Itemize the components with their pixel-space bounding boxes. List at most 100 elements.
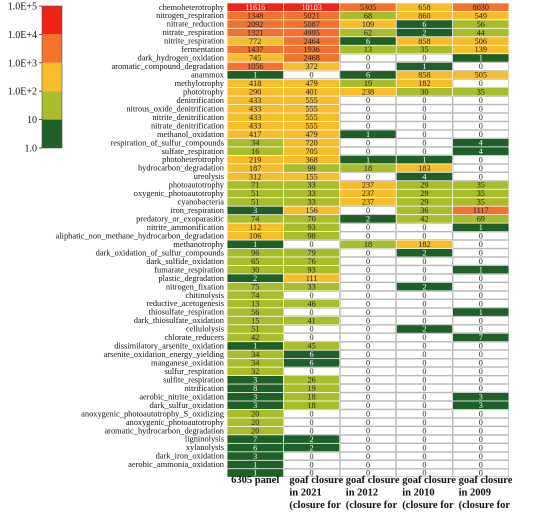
heatmap-cell (339, 341, 397, 351)
cell-value: 0 (422, 291, 426, 300)
row-label: dark_sulfur_oxidation (150, 401, 225, 410)
cell-value: 13 (364, 45, 372, 54)
cell-value: 0 (366, 105, 370, 114)
heatmap-cell (227, 164, 283, 172)
cell-value: 6 (422, 20, 426, 29)
heatmap-cell (283, 367, 340, 376)
cell-value: 0 (479, 257, 483, 266)
cell-value: 0 (422, 409, 426, 418)
row-label: xylanolysis (186, 443, 224, 452)
cell-value: 0 (310, 291, 314, 300)
cell-value: 0 (422, 443, 426, 452)
heatmap-cell (227, 96, 283, 105)
heatmap-cell (227, 121, 283, 130)
heatmap-cell (396, 130, 453, 139)
heatmap-cell (227, 426, 283, 435)
cell-value: 0 (479, 367, 483, 376)
heatmap-cell (339, 299, 397, 308)
cell-value: 0 (422, 401, 426, 410)
cell-value: 5305 (360, 3, 376, 12)
cell-value: 0 (366, 359, 370, 368)
heatmap-cell (452, 367, 509, 376)
cell-value: 29 (420, 198, 428, 207)
cell-value: 20 (251, 409, 259, 418)
heatmap-cell (396, 257, 453, 266)
heatmap-cell (453, 71, 509, 79)
heatmap-cell (339, 307, 397, 317)
legend-swatch (42, 91, 62, 120)
cell-value: 18 (364, 240, 372, 249)
row-label: anammox (191, 71, 225, 80)
heatmap-cell (283, 104, 340, 113)
heatmap-cell (283, 54, 340, 62)
heatmap-cell (283, 121, 340, 130)
heatmap-cell (396, 299, 453, 308)
cell-value: 238 (362, 88, 374, 97)
cell-value: 18 (364, 164, 372, 173)
cell-value: 0 (422, 452, 426, 461)
heatmap-cell (227, 274, 283, 283)
heatmap-cell (339, 443, 397, 452)
cell-value: 19 (364, 79, 372, 88)
heatmap-cell (283, 155, 340, 164)
heatmap-cell (227, 3, 283, 11)
cell-value: 0 (366, 460, 370, 469)
row-label: dark_oxidation_of_sulfur_compounds (96, 248, 224, 257)
heatmap-cell (453, 45, 509, 54)
row-label: dark_iron_oxidation (156, 452, 225, 461)
heatmap-cell (227, 392, 283, 401)
heatmap-cell (283, 172, 340, 181)
cell-value: 33 (308, 189, 316, 198)
cell-value: 98 (308, 232, 316, 241)
heatmap-cell (396, 198, 453, 206)
heatmap-cell (227, 418, 283, 426)
heatmap-cell (453, 215, 509, 223)
heatmap-cell (227, 138, 283, 147)
row-label: dark_sulfide_oxidation (146, 257, 224, 266)
row-label: nitrate_respiration (163, 28, 225, 37)
cell-value: 16 (251, 147, 259, 156)
cell-value: 858 (418, 37, 430, 46)
cell-value: 555 (305, 105, 317, 114)
cell-value: 1 (479, 54, 483, 63)
cell-value: 3 (253, 392, 257, 401)
cell-value: 0 (422, 232, 426, 241)
heatmap-cell (453, 206, 509, 215)
cell-value: 3 (253, 452, 257, 461)
cell-value: 18 (308, 392, 316, 401)
cell-value: 0 (310, 409, 314, 418)
cell-value: 0 (310, 367, 314, 376)
heatmap-cell (452, 62, 509, 71)
heatmap-cell (339, 451, 397, 461)
heatmap-cell (227, 384, 283, 393)
cell-value: 0 (479, 274, 483, 283)
heatmap-cell (339, 409, 397, 418)
heatmap-cell (396, 62, 453, 71)
heatmap-cell (227, 299, 283, 308)
row-label: aerobic_ammonia_oxidation (128, 460, 225, 469)
heatmap-cell (453, 189, 509, 198)
cell-value: 41 (308, 316, 316, 325)
column-label-line: goaf closure (289, 475, 343, 486)
heatmap-cell (396, 215, 453, 223)
cell-value: 2 (422, 325, 426, 334)
heatmap-cell (339, 206, 397, 215)
heatmap-cell (396, 206, 453, 215)
legend-tick-label: 1.0E+2 (8, 87, 37, 98)
cell-value: 0 (479, 155, 483, 164)
cell-value: 0 (479, 325, 483, 334)
cell-value: 3 (253, 376, 257, 385)
cell-value: 0 (479, 232, 483, 241)
legend-frame (41, 5, 63, 149)
cell-value: 0 (479, 105, 483, 114)
heatmap-cell (227, 189, 283, 198)
cell-value: 183 (418, 164, 430, 173)
row-label: photoautotrophy (169, 181, 225, 190)
heatmap-cell (396, 189, 453, 198)
heatmap-cell (396, 37, 453, 45)
cell-value: 4 (479, 147, 483, 156)
heatmap-cell (340, 79, 396, 88)
cell-value: 76 (308, 257, 316, 266)
row-label: aromatic_compound_degradation (111, 62, 224, 71)
